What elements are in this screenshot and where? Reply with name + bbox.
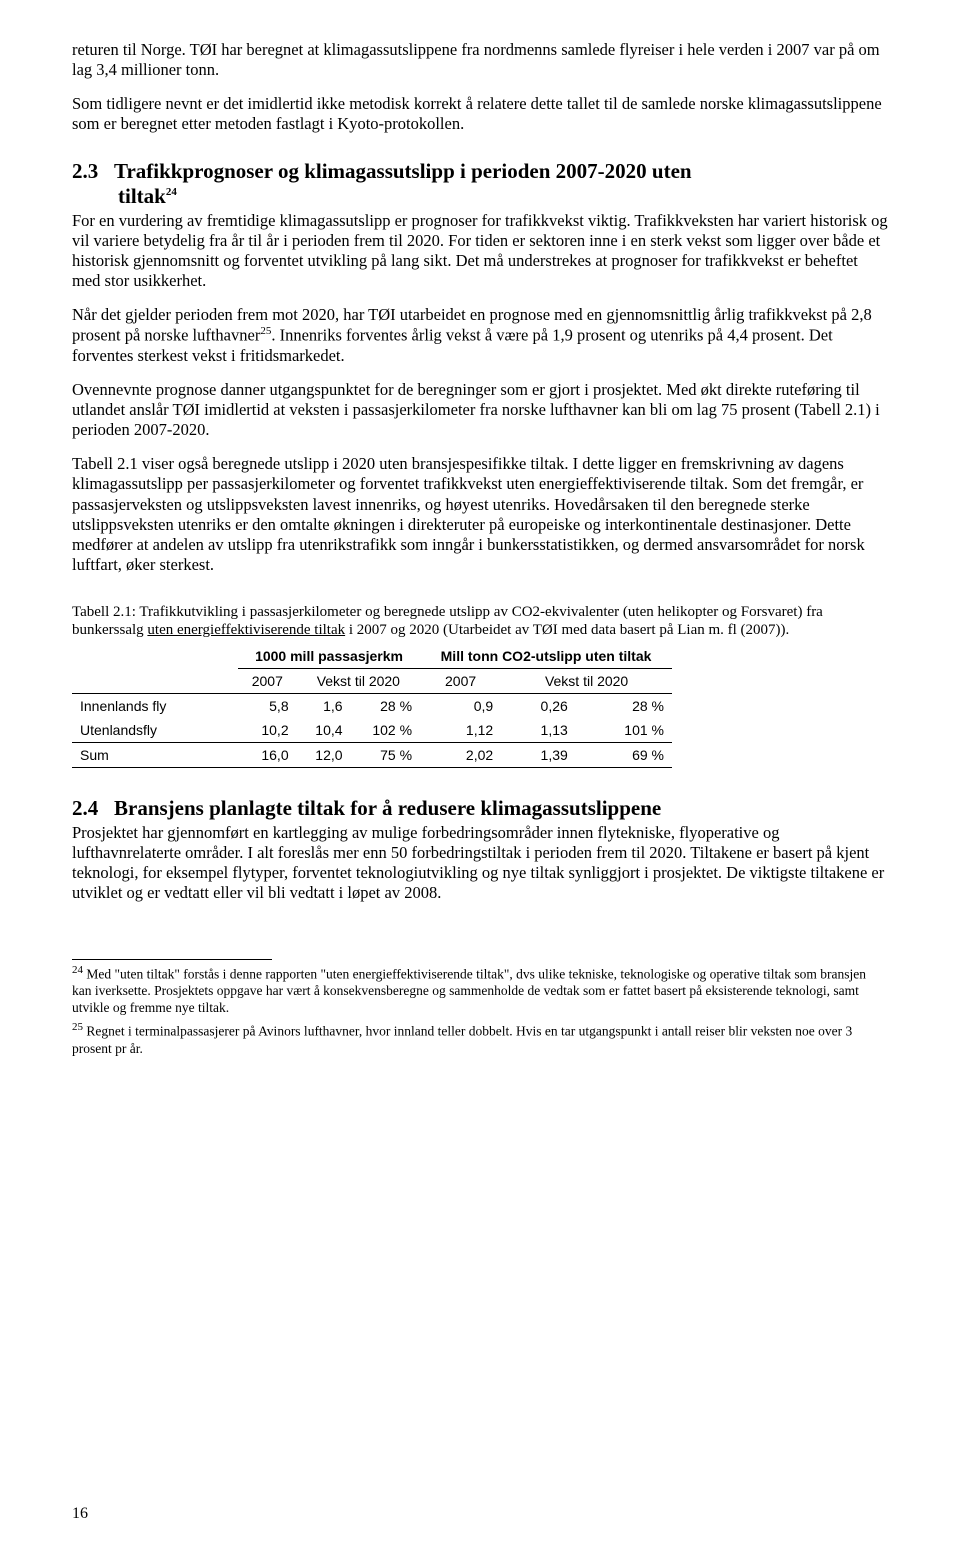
table-caption: Tabell 2.1: Trafikkutvikling i passasjer… bbox=[72, 603, 888, 640]
footnote-number: 24 bbox=[72, 964, 83, 976]
footnote-24: 24 Med "uten tiltak" forstås i denne rap… bbox=[72, 964, 888, 1017]
table-cell: 75 % bbox=[351, 742, 421, 767]
footnote-ref-24: 24 bbox=[166, 186, 177, 198]
table-cell: 1,39 bbox=[501, 742, 576, 767]
table-row: Utenlandsfly 10,2 10,4 102 % 1,12 1,13 1… bbox=[72, 718, 672, 743]
table-cell-label: Innenlands fly bbox=[72, 693, 238, 718]
table-cell: 1,6 bbox=[297, 693, 351, 718]
footnote-ref-25: 25 bbox=[260, 325, 271, 337]
table-cell: 2,02 bbox=[420, 742, 501, 767]
table-header-row: 2007 Vekst til 2020 2007 Vekst til 2020 bbox=[72, 668, 672, 693]
data-table: 1000 mill passasjerkm Mill tonn CO2-utsl… bbox=[72, 644, 672, 768]
table-cell: 1,13 bbox=[501, 718, 576, 743]
table-group-header: Mill tonn CO2-utslipp uten tiltak bbox=[420, 644, 672, 669]
table-cell: 1,12 bbox=[420, 718, 501, 743]
footnote-25: 25 Regnet i terminalpassasjerer på Avino… bbox=[72, 1021, 888, 1057]
table-header-cell: Vekst til 2020 bbox=[501, 668, 672, 693]
paragraph: Når det gjelder perioden frem mot 2020, … bbox=[72, 305, 888, 366]
table-cell: 28 % bbox=[576, 693, 672, 718]
table-cell: 102 % bbox=[351, 718, 421, 743]
footnote-body: Regnet i terminalpassasjerer på Avinors … bbox=[72, 1024, 852, 1056]
table-header-cell bbox=[72, 668, 238, 693]
table-cell: 28 % bbox=[351, 693, 421, 718]
table-row: Innenlands fly 5,8 1,6 28 % 0,9 0,26 28 … bbox=[72, 693, 672, 718]
table-sum-row: Sum 16,0 12,0 75 % 2,02 1,39 69 % bbox=[72, 742, 672, 767]
table-cell: 16,0 bbox=[238, 742, 297, 767]
table-header-cell: 2007 bbox=[238, 668, 297, 693]
table-cell: 10,4 bbox=[297, 718, 351, 743]
table-cell-label: Sum bbox=[72, 742, 238, 767]
heading-text-line2: tiltak bbox=[118, 184, 166, 208]
footnote-body: Med "uten tiltak" forstås i denne rappor… bbox=[72, 967, 866, 1016]
table-corner bbox=[72, 644, 238, 669]
paragraph: Ovennevnte prognose danner utgangspunkte… bbox=[72, 380, 888, 440]
heading-text: Bransjens planlagte tiltak for å reduser… bbox=[114, 796, 661, 820]
paragraph: returen til Norge. TØI har beregnet at k… bbox=[72, 40, 888, 80]
heading-number: 2.3 bbox=[72, 159, 98, 183]
table-cell: 69 % bbox=[576, 742, 672, 767]
table-group-header: 1000 mill passasjerkm bbox=[238, 644, 420, 669]
section-heading-2-3: 2.3 Trafikkprognoser og klimagassutslipp… bbox=[72, 159, 888, 209]
section-heading-2-4: 2.4 Bransjens planlagte tiltak for å red… bbox=[72, 796, 888, 821]
paragraph: For en vurdering av fremtidige klimagass… bbox=[72, 211, 888, 292]
table-cell: 0,9 bbox=[420, 693, 501, 718]
table-header-cell: Vekst til 2020 bbox=[297, 668, 420, 693]
table-cell: 101 % bbox=[576, 718, 672, 743]
footnote-number: 25 bbox=[72, 1021, 83, 1033]
caption-text: i 2007 og 2020 (Utarbeidet av TØI med da… bbox=[345, 622, 789, 638]
heading-text-line1: Trafikkprognoser og klimagassutslipp i p… bbox=[114, 159, 692, 183]
table-cell-label: Utenlandsfly bbox=[72, 718, 238, 743]
footnote-separator bbox=[72, 959, 272, 960]
heading-number: 2.4 bbox=[72, 796, 98, 820]
table-cell: 12,0 bbox=[297, 742, 351, 767]
page-number: 16 bbox=[72, 1505, 88, 1523]
table-header-cell: 2007 bbox=[420, 668, 501, 693]
paragraph: Tabell 2.1 viser også beregnede utslipp … bbox=[72, 454, 888, 575]
caption-underline: uten energieffektiviserende tiltak bbox=[147, 622, 345, 638]
table-cell: 5,8 bbox=[238, 693, 297, 718]
table-cell: 0,26 bbox=[501, 693, 576, 718]
paragraph: Prosjektet har gjennomført en kartleggin… bbox=[72, 823, 888, 904]
table-cell: 10,2 bbox=[238, 718, 297, 743]
document-page: returen til Norge. TØI har beregnet at k… bbox=[0, 0, 960, 1541]
paragraph: Som tidligere nevnt er det imidlertid ik… bbox=[72, 94, 888, 134]
table-group-header-row: 1000 mill passasjerkm Mill tonn CO2-utsl… bbox=[72, 644, 672, 669]
